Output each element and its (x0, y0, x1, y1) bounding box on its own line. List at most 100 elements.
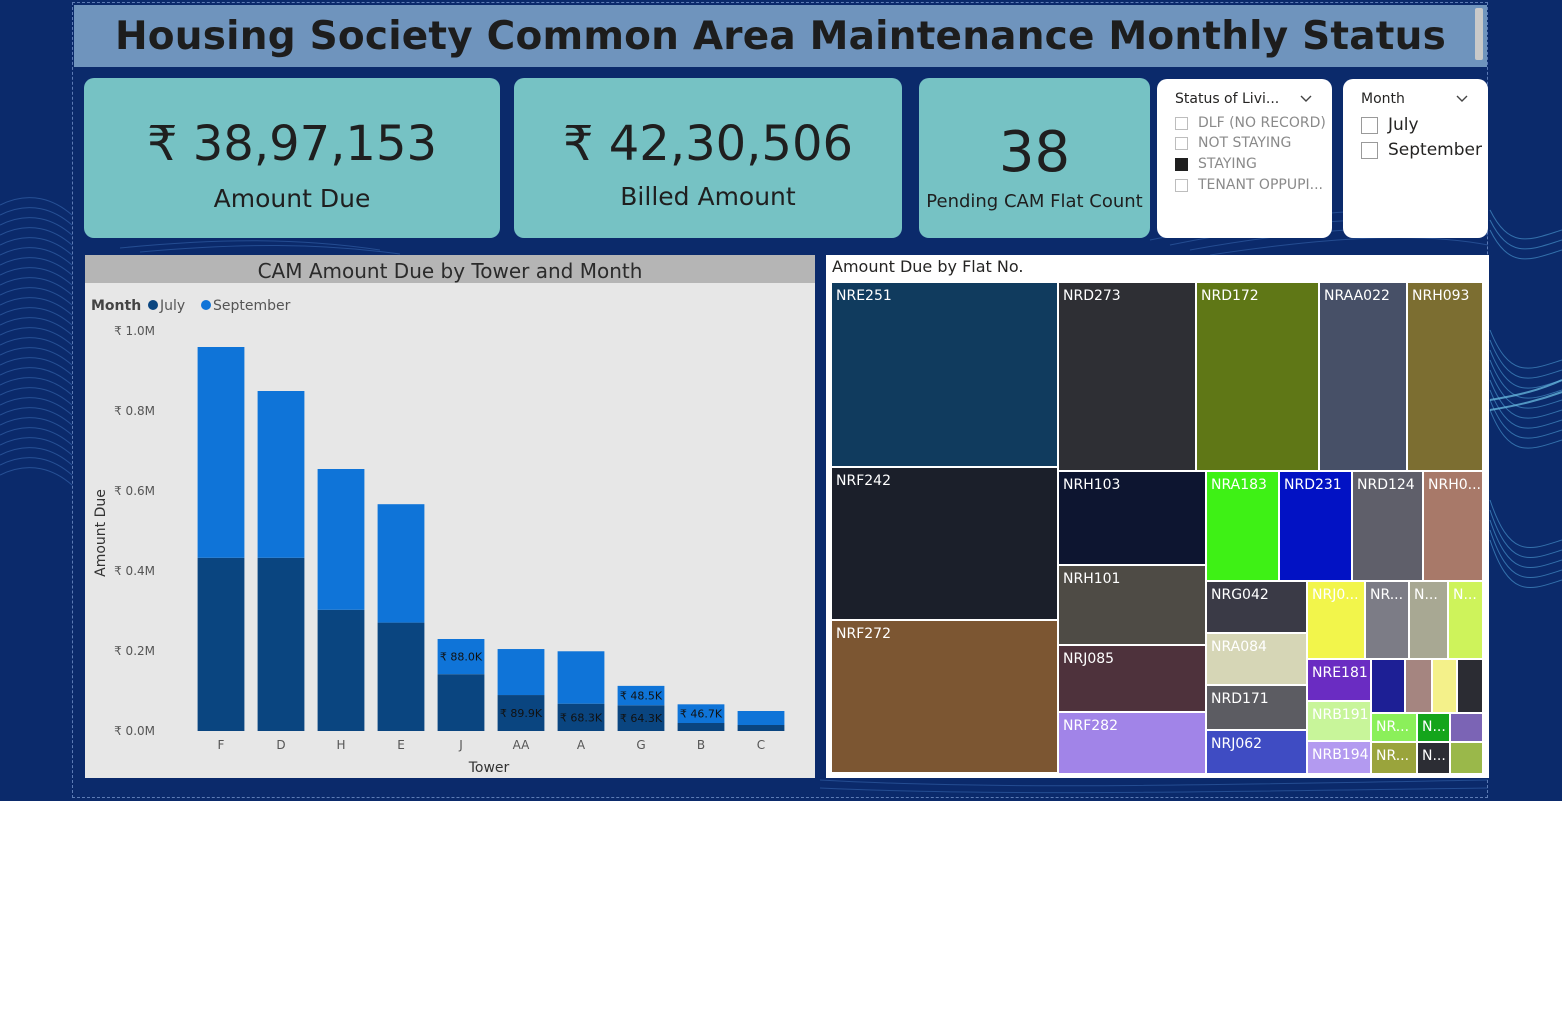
treemap-tile-label: NRB191 (1312, 707, 1369, 723)
checkbox[interactable] (1175, 136, 1188, 150)
treemap-tile[interactable]: NRD172 (1196, 282, 1319, 471)
month-slicer[interactable]: Month July September (1343, 79, 1488, 238)
bar-segment[interactable] (317, 609, 365, 731)
bar-segment[interactable] (377, 504, 425, 623)
kpi-card-pending-count[interactable]: 38 Pending CAM Flat Count (919, 78, 1150, 238)
legend-title: Month (91, 298, 141, 314)
data-label: ₹ 68.3K (560, 711, 603, 724)
stacked-bar-chart[interactable]: CAM Amount Due by Tower and Month Month … (85, 255, 815, 778)
treemap-tile[interactable]: NRD171 (1206, 685, 1307, 730)
x-tick-label: H (336, 738, 345, 752)
bar-segment[interactable] (617, 685, 665, 706)
chevron-down-icon[interactable] (1455, 91, 1469, 105)
legend-label[interactable]: September (213, 298, 291, 314)
month-option-september[interactable]: September (1361, 140, 1482, 160)
title-scrollbar[interactable] (1475, 8, 1483, 60)
treemap-tile-label: NRD171 (1211, 691, 1269, 707)
treemap-tile[interactable]: NRE251 (831, 282, 1058, 467)
treemap-tile[interactable]: NRA084 (1206, 633, 1307, 685)
checkbox[interactable] (1361, 116, 1378, 134)
kpi-card-billed-amount[interactable]: ₹ 42,30,506 Billed Amount (514, 78, 902, 238)
treemap-tile[interactable]: NRF242 (831, 467, 1058, 620)
treemap-tile[interactable]: NRB191 (1307, 701, 1371, 741)
treemap-tile[interactable]: NRG042 (1206, 581, 1307, 633)
treemap-tile[interactable]: NR... (1371, 742, 1417, 774)
treemap-title: Amount Due by Flat No. (832, 257, 1024, 276)
treemap-tile[interactable]: NRAA022 (1319, 282, 1407, 471)
bar-segment[interactable] (557, 651, 605, 704)
treemap-tile[interactable]: NRJ0... (1307, 581, 1365, 659)
treemap-tile[interactable] (1457, 659, 1483, 713)
bar-segment[interactable] (437, 674, 485, 731)
treemap-tile[interactable]: NR... (1371, 713, 1417, 742)
legend-marker[interactable] (201, 300, 211, 310)
bar-segment[interactable] (737, 711, 785, 725)
treemap-tile[interactable]: NRJ062 (1206, 730, 1307, 774)
treemap-panel[interactable]: NRE251 NRF242 NRF272 NRD273 NRD172 NRAA022 NRH… (826, 255, 1489, 778)
treemap-tile[interactable]: NRA183 (1206, 471, 1279, 581)
kpi-label-amount-due: Amount Due (213, 184, 371, 213)
month-slicer-header: Month (1361, 91, 1405, 107)
checkbox[interactable] (1175, 116, 1188, 130)
treemap[interactable]: NRE251 NRF242 NRF272 NRD273 NRD172 NRAA022 NRH… (826, 255, 1489, 778)
treemap-tile[interactable] (1450, 742, 1483, 774)
bar-segment[interactable] (317, 469, 365, 610)
status-option-staying[interactable]: STAYING (1175, 156, 1257, 172)
checkbox[interactable] (1175, 178, 1188, 192)
bar-segment[interactable] (257, 557, 305, 731)
bar-segment[interactable] (197, 557, 245, 731)
treemap-tile[interactable] (1432, 659, 1457, 713)
treemap-tile[interactable]: N... (1448, 581, 1483, 659)
treemap-tile[interactable]: NRD124 (1352, 471, 1423, 581)
legend-label[interactable]: July (159, 298, 185, 314)
treemap-tile[interactable]: NRH101 (1058, 565, 1206, 645)
treemap-tile[interactable]: NRD231 (1279, 471, 1352, 581)
bar-segment[interactable] (677, 723, 725, 731)
treemap-tile[interactable] (1371, 659, 1405, 713)
bar-segment[interactable] (677, 704, 725, 723)
treemap-tile[interactable]: N... (1409, 581, 1448, 659)
treemap-tile[interactable]: NRE181 (1307, 659, 1371, 701)
status-option-dlf[interactable]: DLF (NO RECORD) (1175, 115, 1326, 131)
treemap-tile[interactable] (1450, 713, 1483, 742)
bar-segment[interactable] (617, 705, 665, 731)
treemap-tile[interactable]: NRF272 (831, 620, 1058, 773)
data-label: ₹ 89.9K (500, 707, 543, 720)
bar-segment[interactable] (497, 649, 545, 696)
treemap-tile-label: NRF242 (836, 473, 891, 489)
bar-segment[interactable] (557, 703, 605, 731)
treemap-tile[interactable]: NRF282 (1058, 712, 1206, 774)
treemap-tile[interactable]: NRH093 (1407, 282, 1483, 471)
treemap-tile[interactable]: NRH0... (1423, 471, 1483, 581)
treemap-tile[interactable]: NRH103 (1058, 471, 1206, 565)
treemap-tile[interactable]: NR... (1365, 581, 1409, 659)
bar-segment[interactable] (737, 725, 785, 731)
bar-segment[interactable] (437, 639, 485, 675)
treemap-tile-label: NRE251 (836, 288, 892, 304)
treemap-tile[interactable]: NRJ085 (1058, 645, 1206, 712)
bar-segment[interactable] (197, 347, 245, 558)
kpi-value-pending-count: 38 (998, 120, 1071, 185)
status-option-tenant[interactable]: TENANT OPPUPI... (1175, 177, 1323, 193)
status-option-not-staying[interactable]: NOT STAYING (1175, 135, 1291, 151)
legend-marker[interactable] (148, 300, 158, 310)
chevron-down-icon[interactable] (1299, 91, 1313, 105)
treemap-tile[interactable]: N... (1417, 713, 1450, 742)
status-slicer[interactable]: Status of Livi... DLF (NO RECORD) NOT ST… (1157, 79, 1332, 238)
treemap-tile-label: N... (1422, 748, 1446, 764)
kpi-card-amount-due[interactable]: ₹ 38,97,153 Amount Due (84, 78, 500, 238)
bar-segment[interactable] (377, 622, 425, 731)
treemap-tile[interactable]: N... (1417, 742, 1450, 774)
treemap-tile[interactable]: NRB194 (1307, 741, 1371, 774)
treemap-tile[interactable] (1405, 659, 1432, 713)
treemap-tile[interactable]: NRD273 (1058, 282, 1196, 471)
bar-segment[interactable] (497, 695, 545, 731)
y-tick-label: ₹ 0.0M (114, 724, 155, 738)
x-tick-label: C (757, 738, 765, 752)
treemap-tile-label: NR... (1370, 587, 1404, 603)
checkbox[interactable] (1361, 141, 1378, 159)
checkbox-checked[interactable] (1175, 157, 1188, 171)
month-option-july[interactable]: July (1361, 115, 1419, 135)
bar-chart-panel[interactable]: CAM Amount Due by Tower and Month Month … (85, 255, 815, 778)
bar-segment[interactable] (257, 391, 305, 558)
